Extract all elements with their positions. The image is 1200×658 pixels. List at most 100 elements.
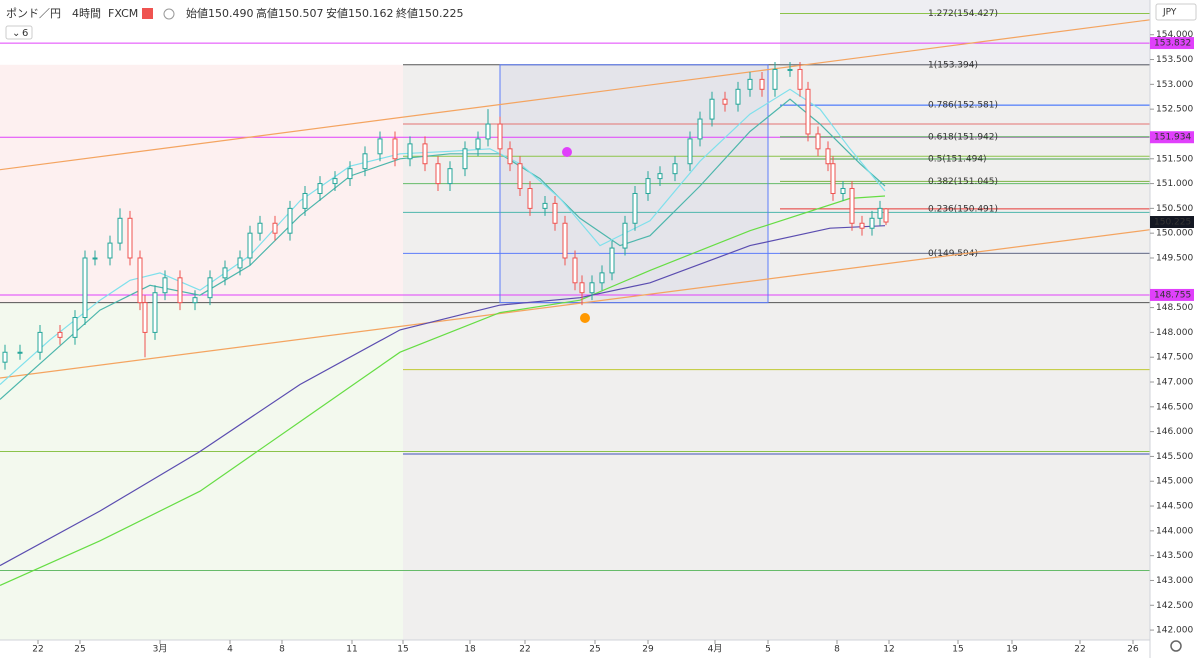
fib-label: 0.786(152.581) xyxy=(928,101,998,111)
candle-body xyxy=(883,208,889,223)
y-tick-label: 148.500 xyxy=(1156,303,1193,313)
candle-body xyxy=(787,68,793,71)
candle-body xyxy=(759,78,765,90)
ohlc-name: 高値 xyxy=(256,6,278,20)
candle-body xyxy=(82,257,88,319)
candle-body xyxy=(127,217,133,259)
candle-body xyxy=(825,148,831,165)
candle-body xyxy=(609,247,615,274)
fib-label: 1(153.394) xyxy=(928,60,978,70)
indicator-count: 6 xyxy=(22,28,28,39)
candle-body xyxy=(475,138,481,150)
x-tick-label: 3月 xyxy=(153,644,168,655)
candle-body xyxy=(207,277,213,299)
candle-body xyxy=(877,207,883,219)
candle-body xyxy=(657,173,663,180)
candle-body xyxy=(645,178,651,194)
candle-body xyxy=(815,133,821,150)
candle-body xyxy=(257,222,263,234)
price-tag xyxy=(1150,131,1194,144)
x-tick-label: 4月 xyxy=(708,644,723,655)
fib-label: 0.382(151.045) xyxy=(928,177,998,187)
price-tag-label: 148.755 xyxy=(1154,290,1191,300)
ohlc-value: 150.225 xyxy=(418,7,464,20)
y-tick-label: 146.500 xyxy=(1156,402,1193,412)
interval: 4時間 xyxy=(72,7,101,20)
candle-body xyxy=(422,143,428,165)
x-tick-label: 25 xyxy=(74,645,85,655)
y-tick-label: 145.000 xyxy=(1156,477,1193,487)
candle-body xyxy=(247,232,253,259)
candle-body xyxy=(435,163,441,185)
candle-body xyxy=(562,222,568,259)
indicator-line xyxy=(0,229,1151,379)
candle-body xyxy=(447,168,453,185)
candle-body xyxy=(830,163,836,194)
candle-body xyxy=(57,331,63,338)
ohlc-value: 150.490 xyxy=(208,7,254,20)
price-tag xyxy=(1150,288,1194,301)
candle-body xyxy=(287,207,293,234)
candle-body xyxy=(797,68,803,90)
indicator-toggle[interactable] xyxy=(5,25,33,40)
candle-body xyxy=(152,292,158,333)
candle-body xyxy=(462,148,468,170)
x-tick-label: 12 xyxy=(883,645,894,655)
candle-body xyxy=(632,192,638,224)
candle-body xyxy=(392,138,398,160)
y-tick-label: 150.000 xyxy=(1156,229,1193,239)
candle-body xyxy=(735,88,741,105)
candle-body xyxy=(552,202,558,224)
candle-body xyxy=(362,153,368,170)
indicator-line xyxy=(0,225,886,567)
candle-body xyxy=(527,188,533,209)
candle-body xyxy=(709,98,715,120)
x-tick-label: 19 xyxy=(1006,645,1018,655)
y-tick-label: 147.000 xyxy=(1156,378,1193,388)
x-tick-label: 18 xyxy=(464,645,476,655)
flag-icon[interactable] xyxy=(142,8,153,19)
y-tick-label: 148.000 xyxy=(1156,328,1193,338)
candle-body xyxy=(697,118,703,140)
candle-body xyxy=(805,88,811,135)
y-tick-label: 143.000 xyxy=(1156,576,1193,586)
candle-body xyxy=(840,188,846,194)
currency-box[interactable] xyxy=(1155,3,1197,21)
candle-body xyxy=(192,297,198,304)
candle-body xyxy=(317,183,323,194)
candle-body xyxy=(579,282,585,294)
candle-body xyxy=(17,351,23,354)
indicator-line xyxy=(0,88,886,385)
ohlc-value: 150.507 xyxy=(278,7,324,20)
y-tick-label: 144.000 xyxy=(1156,526,1193,536)
settings-icon[interactable] xyxy=(1170,640,1182,652)
y-tick-label: 149.500 xyxy=(1156,253,1193,263)
price-tag xyxy=(1150,37,1194,50)
y-tick-label: 151.000 xyxy=(1156,179,1193,189)
alarm-icon xyxy=(580,313,590,323)
candle-body xyxy=(507,148,513,165)
candle-body xyxy=(542,202,548,209)
x-tick-label: 8 xyxy=(279,645,285,655)
candle-body xyxy=(332,178,338,185)
y-tick-label: 146.000 xyxy=(1156,427,1193,437)
candle-body xyxy=(272,222,278,234)
x-tick-label: 8 xyxy=(834,645,840,655)
y-tick-label: 144.500 xyxy=(1156,502,1193,512)
candle-body xyxy=(142,302,148,333)
y-tick-label: 153.000 xyxy=(1156,80,1193,90)
candle-body xyxy=(37,331,43,353)
source: FXCM xyxy=(108,7,138,20)
x-tick-label: 15 xyxy=(952,645,963,655)
x-tick-label: 22 xyxy=(519,645,530,655)
menu-icon[interactable] xyxy=(163,8,175,20)
ohlc-name: 安値 xyxy=(326,6,348,20)
candle-body xyxy=(722,98,728,105)
y-tick-label: 151.500 xyxy=(1156,154,1193,164)
candle-body xyxy=(92,257,98,260)
y-tick-label: 142.000 xyxy=(1156,626,1193,636)
candle-body xyxy=(687,138,693,165)
candle-body xyxy=(107,242,113,259)
candle-body xyxy=(599,272,605,284)
fib-label: 0.5(151.494) xyxy=(928,155,987,165)
